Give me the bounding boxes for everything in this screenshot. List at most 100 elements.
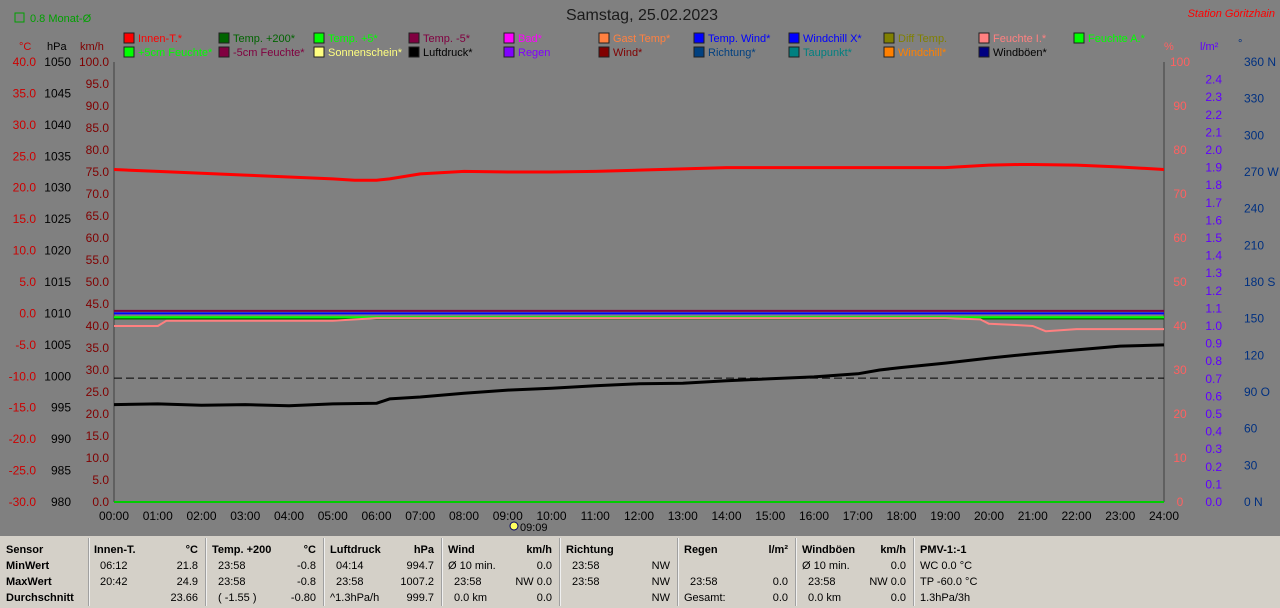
stats-wind-unit: km/h (526, 544, 552, 556)
legend-item[interactable]: Temp. -5* (408, 32, 471, 45)
legend-item[interactable]: Diff Temp. (883, 32, 947, 45)
legend-item[interactable]: Regen (503, 46, 550, 59)
stats-luftdruck-unit: hPa (413, 544, 434, 556)
legend-item[interactable]: -5cm Feuchte* (218, 46, 305, 59)
axis-hpa-tick: 1000 (44, 369, 71, 383)
axis-temp-tick: -30.0 (9, 495, 37, 509)
legend-swatch (218, 32, 230, 44)
stats-richtung-r1-time: 23:58 (572, 560, 600, 572)
axis-direction-tick: 0 N (1244, 495, 1263, 509)
axis-rain-tick: 1.0 (1205, 319, 1222, 333)
legend-item[interactable]: Feuchte A.* (1073, 32, 1146, 45)
stats-windboen-header: Windböen (802, 544, 856, 556)
axis-temp-tick: 5.0 (19, 275, 36, 289)
legend-item[interactable]: Windchill X* (788, 32, 862, 45)
legend-item[interactable]: Innen-T.* (123, 32, 183, 45)
stats-luftdruck: Luftdruck hPa 04:14 994.7 23:58 1007.2 ^1.3… (330, 536, 436, 608)
axis-rain-tick: 1.5 (1205, 231, 1222, 245)
legend-item[interactable]: Bad* (503, 32, 543, 45)
axis-rain-tick: 1.9 (1205, 161, 1222, 175)
stats-temp200-avg: -0.80 (290, 592, 316, 604)
axis-rain-tick: 0.3 (1205, 442, 1222, 456)
axis-kmh-tick: 75.0 (86, 165, 110, 179)
stats-temp200-min-time: 23:58 (218, 560, 246, 572)
legend-item[interactable]: Temp. +200* (218, 32, 296, 45)
axis-kmh-tick: 80.0 (86, 143, 110, 157)
legend-item[interactable]: Temp. +5* (313, 32, 379, 45)
stats-wind-r1: 0.0 (536, 560, 552, 572)
axis-direction-tick: 270 W (1244, 165, 1279, 179)
legend-label: Feuchte A.* (1088, 33, 1146, 45)
axis-temp-tick: 20.0 (13, 181, 37, 195)
legend-item[interactable]: Windböen* (978, 46, 1048, 59)
stats-windboen-r3: 0.0 (890, 592, 906, 604)
axis-rain-tick: 0.9 (1205, 337, 1222, 351)
axis-rain-tick: 1.6 (1205, 213, 1222, 227)
legend-label: Temp. Wind* (708, 33, 771, 45)
sunrise-icon (509, 521, 519, 531)
axis-time-tick: 16:00 (799, 509, 829, 523)
stats-windboen-r3-label: 0.0 km (808, 592, 842, 604)
unit-hpa: hPa (47, 41, 67, 53)
legend-item[interactable]: Feuchte I.* (978, 32, 1047, 45)
stats-richtung-r3: NW (651, 592, 670, 604)
stats-pmv-r1: WC 0.0 °C (920, 560, 973, 572)
axis-time-tick: 13:00 (668, 509, 698, 523)
axis-percent-tick: 20 (1173, 407, 1187, 421)
legend-label: Wind* (613, 47, 643, 59)
legend-item[interactable]: Sonnenschein* (313, 46, 403, 59)
axis-kmh-tick: 45.0 (86, 297, 110, 311)
axis-hpa-tick: 1020 (44, 244, 71, 258)
axis-hpa-tick: 1035 (44, 149, 71, 163)
stats-windboen-r1-label: Ø 10 min. (802, 560, 850, 572)
axis-rain-tick: 0.6 (1205, 389, 1222, 403)
month-avg-label: 0.8 Monat-Ø (30, 13, 92, 25)
legend-item[interactable]: Windchill* (883, 46, 947, 59)
legend-item[interactable]: Richtung* (693, 46, 756, 59)
axis-temp-tick: -15.0 (9, 401, 37, 415)
series-line-0 (113, 163, 1165, 182)
legend-item[interactable]: Taupunkt* (788, 46, 853, 59)
axis-hpa-tick: 1050 (44, 55, 71, 69)
stats-temp200-header: Temp. +200 (212, 544, 272, 556)
axis-temp-tick: -20.0 (9, 432, 37, 446)
axis-rain-tick: 2.3 (1205, 90, 1222, 104)
stats-windboen-r2-time: 23:58 (808, 576, 836, 588)
legend-item[interactable]: Temp. Wind* (693, 32, 771, 45)
stats-wind-r3: 0.0 (536, 592, 552, 604)
axis-kmh-tick: 25.0 (86, 385, 110, 399)
stats-pmv-r3: 1.3hPa/3h (920, 592, 971, 604)
axis-rain-tick: 0.7 (1205, 372, 1222, 386)
axis-kmh-tick: 95.0 (86, 77, 110, 91)
stats-temp200-avg-extra: ( -1.55 ) (218, 592, 257, 604)
legend-item[interactable]: Gast Temp* (598, 32, 671, 45)
axis-temp-tick: 40.0 (13, 55, 37, 69)
stats-wind-r1-label: Ø 10 min. (448, 560, 496, 572)
axis-temp-tick: -25.0 (9, 464, 37, 478)
legend-label: Richtung* (708, 47, 756, 59)
unit-celsius: °C (19, 41, 31, 53)
legend-swatch (123, 46, 135, 58)
axis-time-tick: 02:00 (186, 509, 216, 523)
legend-swatch (503, 46, 515, 58)
axis-direction-tick: 300 (1244, 128, 1264, 142)
legend-item[interactable]: Wind* (598, 46, 643, 59)
stats-richtung-r2: NW (651, 576, 670, 588)
legend-label: Feuchte I.* (993, 33, 1047, 45)
axis-time-tick: 05:00 (318, 509, 348, 523)
legend-item[interactable]: +5cm Feuchte* (123, 46, 213, 59)
axis-rain-tick: 0.0 (1205, 495, 1222, 509)
stats-label-min: MinWert (6, 560, 50, 572)
axis-direction-tick: 30 (1244, 458, 1258, 472)
axis-direction-tick: 180 S (1244, 275, 1275, 289)
stats-luftdruck-header: Luftdruck (330, 544, 381, 556)
legend-swatch (978, 46, 990, 58)
series-line-5 (114, 317, 1164, 333)
month-avg-checkbox[interactable] (14, 12, 25, 23)
axis-rain-tick: 1.2 (1205, 284, 1222, 298)
legend-item[interactable]: Luftdruck* (408, 46, 473, 59)
axis-percent-tick: 90 (1173, 99, 1187, 113)
axis-time-tick: 23:00 (1105, 509, 1135, 523)
axis-rain-tick: 2.4 (1205, 73, 1222, 87)
axis-direction-tick: 210 (1244, 238, 1264, 252)
